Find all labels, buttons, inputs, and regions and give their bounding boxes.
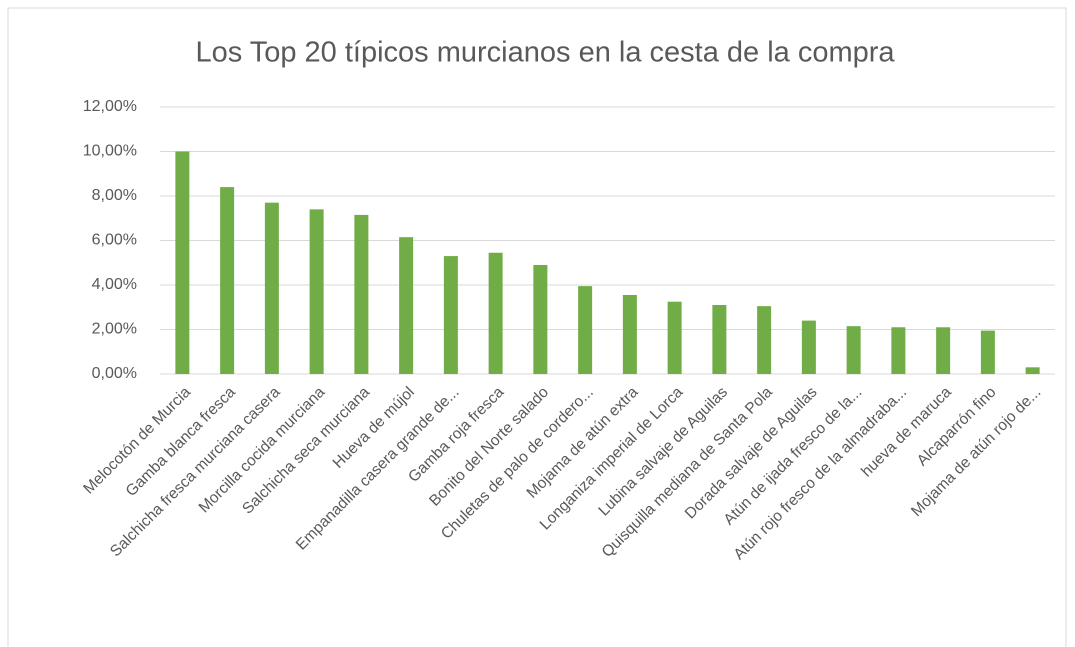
bar — [891, 327, 906, 374]
bar — [533, 264, 548, 374]
bar — [175, 151, 190, 374]
bar — [220, 187, 235, 374]
bar — [936, 327, 951, 374]
chart-border — [7, 7, 1067, 647]
x-tick-label: Alcaparrón fino — [914, 384, 1000, 470]
y-tick-label: 10,00% — [83, 143, 137, 160]
bar — [667, 301, 682, 374]
y-tick-label: 0,00% — [92, 365, 137, 382]
bar — [578, 286, 593, 374]
y-tick-label: 2,00% — [92, 321, 137, 338]
bar — [801, 320, 816, 374]
y-tick-label: 12,00% — [83, 98, 137, 115]
bar — [622, 295, 637, 374]
bar — [354, 214, 369, 374]
y-tick-label: 4,00% — [92, 276, 137, 293]
bar — [846, 326, 861, 374]
bar — [399, 237, 414, 374]
x-tick-label: Empanadilla casera grande de... — [293, 384, 463, 554]
bar — [712, 305, 727, 374]
bar — [264, 202, 279, 374]
bar — [443, 256, 458, 374]
bar — [309, 209, 324, 374]
chart-title: Los Top 20 típicos murcianos en la cesta… — [195, 37, 895, 69]
bar — [1025, 367, 1040, 374]
bar — [757, 306, 772, 374]
x-tick-label: Salchicha fresca murciana casera — [107, 383, 284, 560]
bar — [980, 330, 995, 374]
bar — [488, 252, 503, 374]
x-tick-label: Hueva de mújol — [330, 384, 418, 472]
y-tick-label: 8,00% — [92, 187, 137, 204]
y-tick-label: 6,00% — [92, 232, 137, 249]
